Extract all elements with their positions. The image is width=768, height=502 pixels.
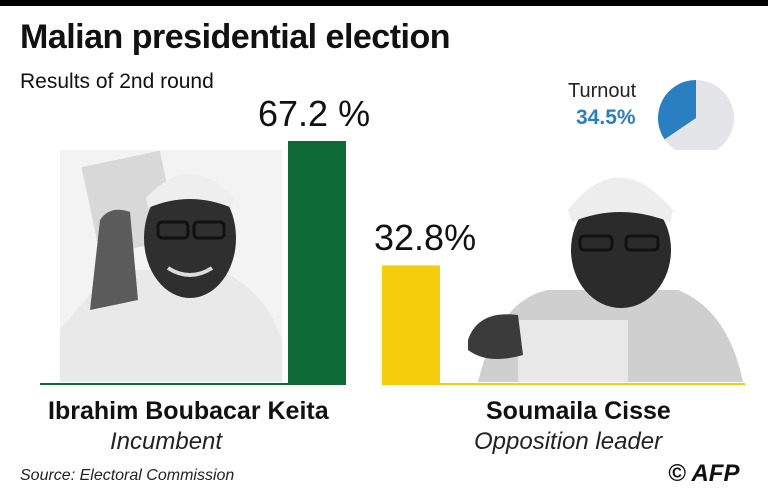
bar-value-label-keita: 67.2 %: [258, 93, 371, 134]
bar-cisse: [382, 265, 440, 384]
source-note: Source: Electoral Commission: [20, 467, 235, 484]
chart-title: Malian presidential election: [20, 18, 451, 56]
candidate-name-keita: Ibrahim Boubacar Keita: [48, 397, 329, 425]
turnout-pie: [658, 80, 734, 156]
bar-value-label-cisse: 32.8%: [374, 217, 477, 259]
chart-subtitle: Results of 2nd round: [20, 70, 214, 93]
turnout-label: Turnout: [568, 80, 637, 102]
photo-keita: [60, 150, 282, 382]
turnout-pie-slice: [658, 80, 696, 140]
afp-credit: © AFP: [668, 460, 740, 487]
candidate-name-cisse: Soumaila Cisse: [486, 397, 671, 425]
photo-cisse: [458, 150, 743, 382]
top-rule: [0, 0, 768, 6]
turnout-value: 34.5%: [576, 106, 636, 129]
candidate-role-keita: Incumbent: [110, 428, 223, 455]
candidate-role-cisse: Opposition leader: [474, 428, 663, 455]
bar-keita: [288, 141, 346, 384]
